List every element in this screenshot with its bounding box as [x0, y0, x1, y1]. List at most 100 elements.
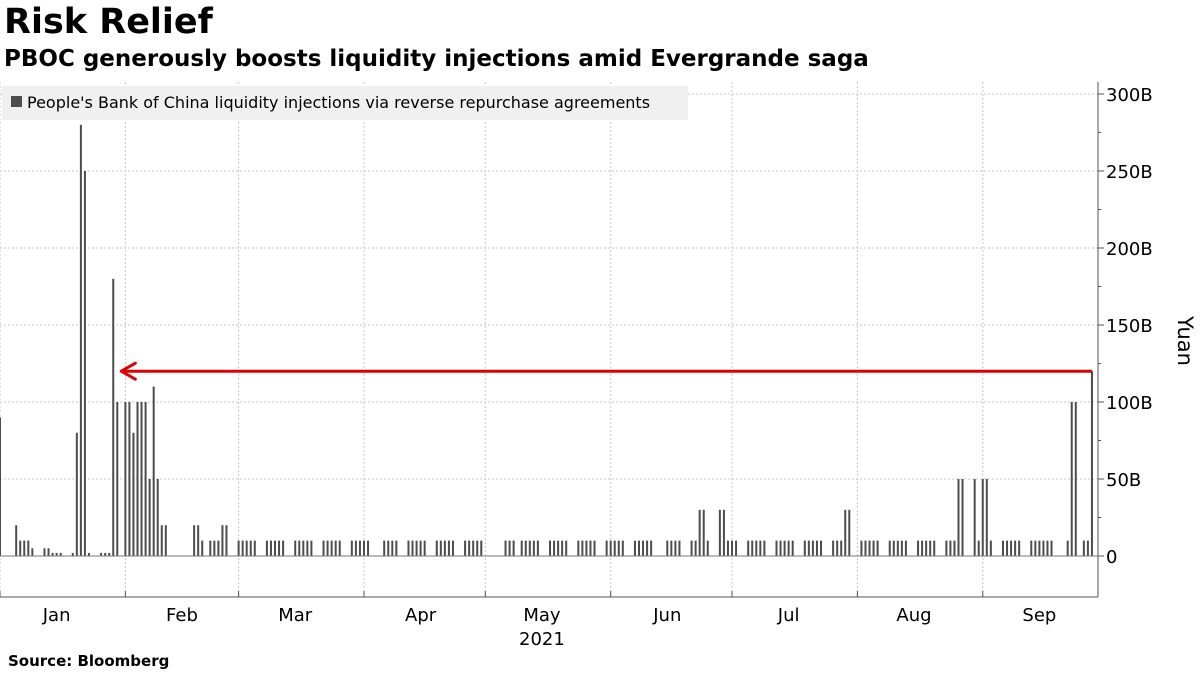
bar [423, 540, 426, 556]
bar [961, 479, 964, 556]
bar [87, 552, 90, 556]
bar [848, 509, 851, 556]
bar [419, 540, 422, 556]
bar [164, 525, 167, 556]
bar [666, 540, 669, 556]
bar [945, 540, 948, 556]
bar [674, 540, 677, 556]
bar [925, 540, 928, 556]
bar [43, 548, 46, 556]
chart-title: Risk Relief [4, 2, 213, 42]
bar [989, 540, 992, 556]
bar [508, 540, 511, 556]
bar [536, 540, 539, 556]
bar [811, 540, 814, 556]
bar [1066, 540, 1069, 556]
bar [354, 540, 357, 556]
bar [896, 540, 899, 556]
bar [953, 540, 956, 556]
y-tick-label: 200B [1106, 239, 1153, 260]
bar [245, 540, 248, 556]
bar [917, 540, 920, 556]
bar [362, 540, 365, 556]
bar [557, 540, 560, 556]
bar [269, 540, 272, 556]
bar [763, 540, 766, 556]
bar [512, 540, 515, 556]
bar [1070, 402, 1073, 556]
x-tick-label: Apr [405, 605, 437, 626]
bar [278, 540, 281, 556]
arrow-annotation [119, 361, 1092, 381]
bar [31, 548, 34, 556]
bar [160, 525, 163, 556]
bar [411, 540, 414, 556]
bar [775, 540, 778, 556]
bar [265, 540, 268, 556]
bar [577, 540, 580, 556]
y-tick-label: 250B [1106, 162, 1153, 183]
bar [71, 552, 74, 556]
bars [0, 124, 1098, 557]
bar [694, 540, 697, 556]
bar [435, 540, 438, 556]
bar [447, 540, 450, 556]
bar [241, 540, 244, 556]
y-tick-label: 150B [1106, 316, 1153, 337]
bar [306, 540, 309, 556]
bar [836, 540, 839, 556]
bar [387, 540, 390, 556]
bar [274, 540, 277, 556]
bar [702, 509, 705, 556]
arrow-head [119, 361, 137, 381]
bar [807, 540, 810, 556]
bar [1001, 540, 1004, 556]
bar [973, 479, 976, 556]
bar [731, 540, 734, 556]
bar [524, 540, 527, 556]
bar [532, 540, 535, 556]
bar [868, 540, 871, 556]
bar [197, 525, 200, 556]
legend-label: People's Bank of China liquidity injecti… [27, 93, 650, 112]
bar [193, 525, 196, 556]
bar [864, 540, 867, 556]
bar [1018, 540, 1021, 556]
bar [15, 525, 18, 556]
bar [1038, 540, 1041, 556]
bar [621, 540, 624, 556]
bar [787, 540, 790, 556]
bar [722, 509, 725, 556]
bar [55, 552, 58, 556]
bar [282, 540, 285, 556]
bar [779, 540, 782, 556]
legend-swatch [11, 96, 22, 107]
bar [581, 540, 584, 556]
bar [698, 509, 701, 556]
bar [472, 540, 475, 556]
bar [609, 540, 612, 556]
y-axis-title: Yuan [1173, 315, 1197, 366]
bar [876, 540, 879, 556]
bar [1086, 540, 1089, 556]
bar [156, 479, 159, 556]
bar [933, 540, 936, 556]
bar [464, 540, 467, 556]
bar [1090, 371, 1093, 556]
x-tick-label: Mar [278, 605, 313, 626]
bar [83, 171, 86, 556]
bar [791, 540, 794, 556]
axes: 0 50B 100B 150B 200B 250B 300B Jan Feb Mar Apr May J… [0, 82, 1153, 626]
bar [735, 540, 738, 556]
bar [832, 540, 835, 556]
bar [706, 540, 709, 556]
bar [589, 540, 592, 556]
bar [476, 540, 479, 556]
x-tick-label: Jul [777, 605, 800, 626]
bar [561, 540, 564, 556]
bar [549, 540, 552, 556]
year-label: 2021 [519, 629, 565, 650]
bar [140, 402, 143, 556]
bar [783, 540, 786, 556]
bar [759, 540, 762, 556]
